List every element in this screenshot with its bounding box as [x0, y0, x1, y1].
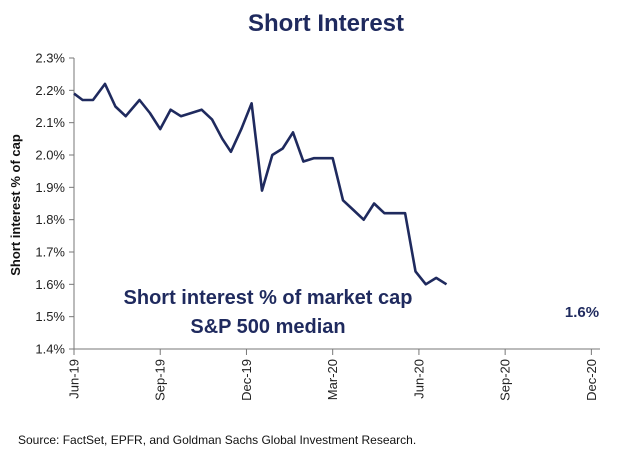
annotation-line-2: S&P 500 median — [190, 316, 345, 338]
y-tick-label: 2.3% — [35, 51, 65, 66]
y-tick-label: 1.6% — [35, 277, 65, 292]
x-tick-label: Mar-20 — [325, 359, 340, 400]
y-tick-label: 1.4% — [35, 342, 65, 357]
y-tick-label: 1.9% — [35, 180, 65, 195]
chart-title: Short Interest — [248, 10, 404, 37]
y-tick-label: 1.8% — [35, 212, 65, 227]
x-tick-label: Jun-20 — [411, 359, 426, 399]
y-tick-label: 2.0% — [35, 148, 65, 163]
annotation-line-1: Short interest % of market cap — [124, 287, 413, 309]
y-tick-label: 1.7% — [35, 245, 65, 260]
x-tick-label: Dec-20 — [584, 359, 599, 401]
series-line-short-interest — [73, 82, 448, 286]
x-axis-ticks: Jun-19 Sep-19 Dec-19 Mar-20 Jun-20 Sep-20 Dec-… — [67, 349, 599, 401]
y-tick-label: 2.2% — [35, 83, 65, 98]
x-tick-label: Sep-20 — [498, 359, 513, 401]
source-note: Source: FactSet, EPFR, and Goldman Sachs… — [18, 433, 416, 447]
y-axis-ticks: 2.3% 2.2% 2.1% 2.0% 1.9% 1.8% 1.7% 1.6% 1.5% 1.4% — [35, 51, 74, 357]
x-tick-label: Jun-19 — [67, 359, 82, 399]
x-tick-label: Sep-19 — [153, 359, 168, 401]
y-tick-label: 1.5% — [35, 309, 65, 324]
y-axis-label: Short interest % of cap — [8, 134, 23, 276]
y-tick-label: 2.1% — [35, 115, 65, 130]
last-value-label: 1.6% — [565, 304, 599, 321]
x-tick-label: Dec-19 — [239, 359, 254, 401]
